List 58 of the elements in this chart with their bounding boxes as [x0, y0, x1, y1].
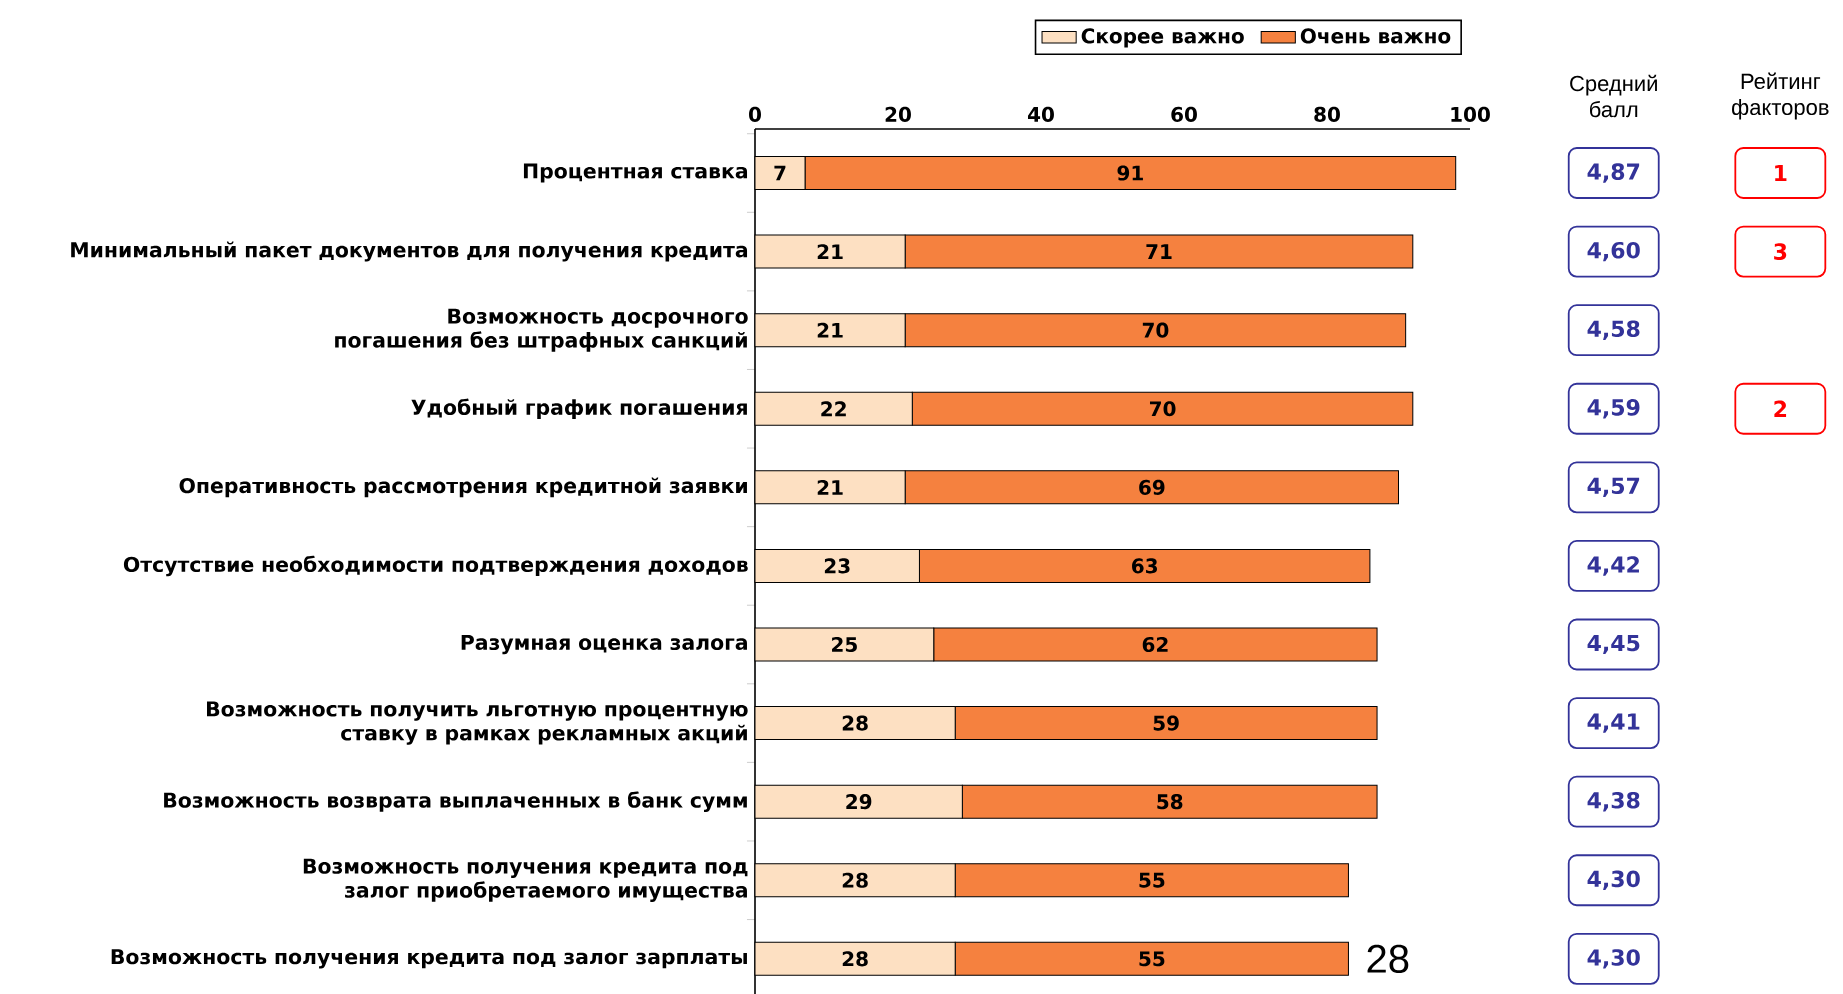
- text: 1: [1775, 165, 1787, 182]
- text: 4,59: [1587, 399, 1640, 419]
- annotation: 28: [1367, 944, 1409, 973]
- data-label: 21: [817, 322, 843, 338]
- data-label: 21: [817, 479, 843, 495]
- data-label: 70: [1142, 322, 1169, 338]
- data-label: 55: [1139, 872, 1165, 888]
- data-label: 7: [774, 165, 786, 181]
- x-tick-label: 80: [1314, 106, 1340, 122]
- data-label: 58: [1157, 794, 1183, 810]
- text: 4,60: [1587, 241, 1640, 262]
- data-label: 62: [1142, 636, 1168, 653]
- data-label: 71: [1146, 244, 1172, 259]
- x-tick-label: 20: [885, 106, 911, 122]
- x-tick-label: 40: [1027, 106, 1054, 122]
- data-label: 28: [842, 951, 868, 967]
- data-label: 22: [821, 401, 846, 417]
- text: Рейтинг факторов: [1732, 72, 1829, 120]
- y-tick-label: Возможность возврата выплаченных в банк сумм: [164, 791, 747, 812]
- text: 3: [1774, 243, 1787, 260]
- data-label: 59: [1153, 715, 1179, 731]
- data-label: 70: [1149, 401, 1176, 417]
- data-label: 28: [842, 872, 868, 888]
- data-label: 69: [1139, 479, 1165, 495]
- x-tick-label: 100: [1451, 106, 1490, 122]
- x-tick-label: 60: [1171, 106, 1197, 122]
- y-tick-label: Оперативность рассмотрения кредитной заявки: [179, 477, 747, 498]
- x-tick-label: 0: [749, 106, 761, 122]
- data-label: 63: [1132, 558, 1158, 574]
- data-label: 28: [842, 715, 868, 731]
- text: 4,30: [1587, 870, 1640, 890]
- y-tick-label: Возможность получения кредита под залог зарплаты: [111, 949, 747, 969]
- y-tick-label: Минимальный пакет документов для получения кредита: [71, 241, 748, 262]
- text: 4,41: [1587, 713, 1640, 733]
- y-tick-label: Возможность получить льготную процентную ставку в рамках рекламных акций: [207, 701, 748, 745]
- text: 4,87: [1587, 163, 1640, 183]
- data-label: 91: [1117, 165, 1143, 181]
- legend-label: Скорее важно: [1081, 28, 1244, 48]
- y-tick-label: Возможность получения кредита под залог приобретаемого имущества: [303, 858, 748, 902]
- text: 4,42: [1587, 556, 1639, 576]
- text: 2: [1774, 400, 1787, 417]
- text: 4,57: [1587, 477, 1640, 497]
- data-label: 21: [817, 244, 843, 260]
- y-tick-label: Отсутствие необходимости подтверждения доходов: [123, 555, 748, 577]
- text: Средний балл: [1570, 74, 1657, 118]
- data-label: 25: [832, 636, 857, 653]
- legend-label: Очень важно: [1300, 28, 1451, 44]
- data-label: 29: [846, 794, 872, 810]
- data-label: 23: [824, 558, 850, 574]
- text: 4,30: [1587, 949, 1640, 969]
- y-tick-label: Разумная оценка залога: [461, 634, 747, 655]
- text: 4,38: [1587, 791, 1640, 812]
- y-tick-label: Возможность досрочного погашения без штрафных санкций: [335, 308, 748, 352]
- data-label: 55: [1139, 951, 1165, 967]
- y-tick-label: Процентная ставка: [523, 163, 748, 183]
- y-tick-label: Удобный график погашения: [411, 398, 747, 419]
- text: 4,45: [1587, 634, 1640, 655]
- text: 4,58: [1587, 320, 1640, 340]
